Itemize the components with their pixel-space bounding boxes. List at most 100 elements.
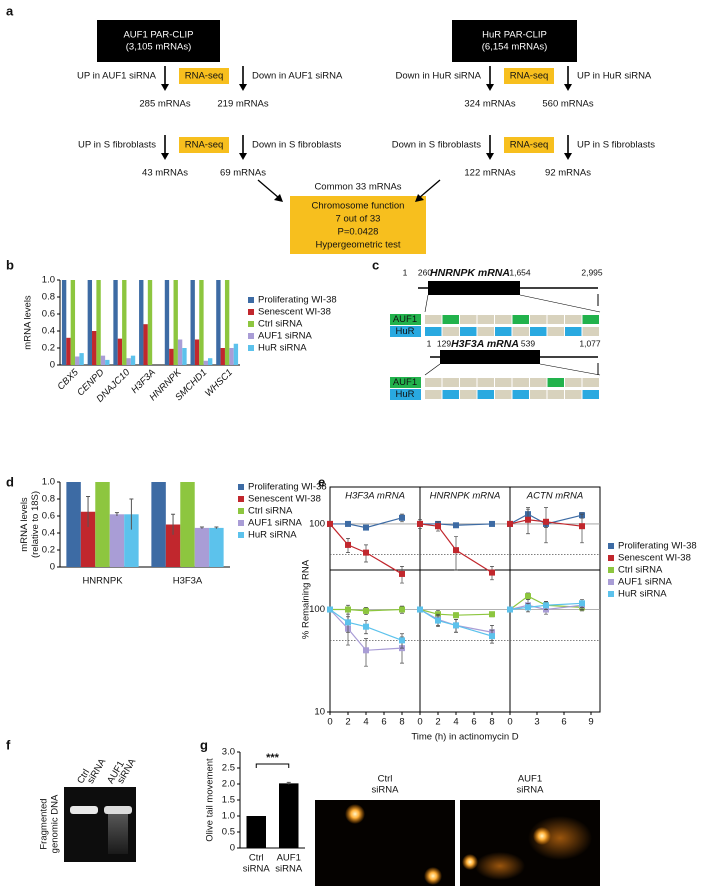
comet — [462, 854, 478, 870]
data-point — [525, 593, 531, 600]
legend-label: HuR siRNA — [618, 589, 667, 600]
bar — [122, 280, 127, 365]
bar — [279, 783, 299, 848]
arrow-head — [564, 153, 572, 160]
track-cell — [547, 378, 564, 387]
arrow-head — [161, 153, 169, 160]
position-label: 1,654 — [509, 267, 531, 277]
legend-swatch — [238, 484, 244, 490]
bar — [113, 280, 118, 365]
y-tick-label: 10 — [314, 707, 325, 718]
source-count: (3,105 mRNAs) — [126, 42, 191, 53]
result-line: 7 out of 33 — [336, 214, 381, 225]
zoom-line — [424, 294, 429, 313]
data-point — [543, 602, 549, 609]
bar — [87, 280, 93, 365]
position-label: 539 — [521, 338, 535, 348]
track-cell — [425, 390, 442, 399]
data-point — [417, 606, 423, 613]
arrow-head — [564, 84, 572, 91]
legend-label: AUF1 siRNA — [248, 518, 303, 529]
bar — [70, 280, 76, 365]
x-tick-label: 3 — [534, 717, 539, 728]
legend-label: Senescent WI-38 — [248, 494, 321, 505]
x-tick-label: 6 — [381, 717, 386, 728]
transcript-name: HNRNPK mRNA — [430, 267, 510, 279]
method: RNA-seq — [510, 140, 549, 151]
data-point — [327, 520, 333, 527]
legend-swatch — [608, 543, 614, 549]
bar — [75, 356, 80, 365]
track-cell — [495, 378, 512, 387]
y-axis-label: Olive tail movement — [205, 758, 216, 842]
legend-swatch — [238, 508, 244, 514]
image-label: AUF1 — [518, 774, 542, 785]
comet — [345, 804, 365, 824]
bar — [203, 360, 208, 365]
legend-label: Ctrl siRNA — [248, 506, 293, 517]
data-point — [345, 606, 351, 613]
step-right: Down in S fibroblasts — [252, 140, 341, 151]
legend-label: HuR siRNA — [248, 530, 297, 541]
common: Common 33 mRNAs — [314, 182, 401, 193]
track-cell — [582, 315, 599, 324]
bar — [216, 280, 221, 365]
y-tick-label: 1.0 — [42, 477, 55, 488]
series-line — [509, 602, 583, 611]
legend-swatch — [248, 333, 254, 339]
x-tick-label: siRNA — [243, 864, 271, 875]
panel-label: g — [200, 737, 208, 752]
series-line — [330, 517, 403, 529]
count: 69 mRNAs — [220, 168, 266, 179]
step-right: UP in S fibroblasts — [577, 140, 655, 151]
track-cell — [565, 327, 582, 336]
track-cell — [460, 390, 477, 399]
track-cell — [477, 390, 494, 399]
data-point — [579, 523, 585, 530]
method-box — [504, 68, 554, 84]
bar — [246, 816, 266, 848]
count: 122 mRNAs — [464, 168, 515, 179]
comet-tail — [475, 852, 525, 880]
track-cell — [477, 378, 494, 387]
track-cell — [477, 327, 494, 336]
legend-label: Proliferating WI-38 — [248, 482, 327, 493]
image-label: siRNA — [517, 785, 545, 796]
arrow-head — [239, 84, 247, 91]
legend-label: Ctrl siRNA — [258, 319, 303, 330]
data-point — [525, 604, 531, 611]
y-tick-label: 2.5 — [222, 763, 235, 774]
cds-box — [428, 281, 520, 295]
arrow-head — [486, 84, 494, 91]
y-tick-label: 100 — [309, 518, 325, 529]
series-line — [419, 523, 493, 574]
legend-swatch — [248, 309, 254, 315]
step-left: UP in AUF1 siRNA — [77, 71, 157, 82]
track-cell — [512, 378, 529, 387]
bar — [143, 324, 148, 365]
bar — [61, 280, 67, 365]
legend-swatch — [238, 496, 244, 502]
data-point — [363, 647, 369, 654]
bar — [224, 280, 230, 365]
track-label-box — [390, 377, 421, 388]
method: RNA-seq — [185, 71, 224, 82]
result-line: P=0.0428 — [338, 227, 379, 238]
track-cell — [547, 315, 564, 324]
y-tick-label: 0 — [50, 360, 55, 371]
data-point — [507, 606, 513, 613]
series-line — [329, 609, 403, 651]
y-tick-label: 0.5 — [222, 827, 235, 838]
bar — [199, 280, 204, 365]
panel-title: ACTN mRNA — [526, 491, 583, 502]
arrow — [418, 179, 441, 199]
bar — [177, 339, 183, 365]
data-point — [399, 570, 405, 577]
track-cell — [425, 315, 442, 324]
panel-title: H3F3A mRNA — [345, 491, 405, 502]
track-cell — [512, 327, 529, 336]
track-cell — [442, 390, 459, 399]
bar — [100, 355, 106, 365]
legend-label: Senescent WI-38 — [258, 307, 331, 318]
panel-label: c — [372, 257, 379, 272]
